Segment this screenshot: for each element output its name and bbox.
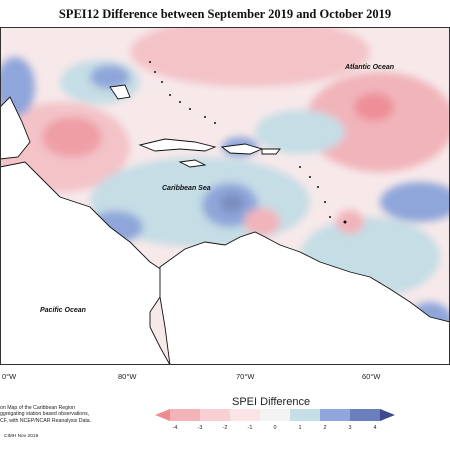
land-masses (0, 84, 450, 365)
pacific-ocean-label: Pacific Ocean (40, 307, 86, 314)
legend-swatch (155, 409, 170, 421)
legend-swatch (230, 409, 261, 421)
legend-title: SPEI Difference (232, 396, 311, 408)
legend-tick-label: -3 (197, 425, 203, 431)
legend-tick-label: -4 (172, 425, 178, 431)
spei-map (0, 27, 450, 365)
atlantic-ocean-label: Atlantic Ocean (345, 64, 395, 71)
longitude-label-left: 0°W (2, 372, 17, 381)
legend-colorbar (155, 409, 395, 421)
spei-field (0, 27, 450, 352)
legend-tick-label: -1 (247, 425, 253, 431)
legend-tick-label: 1 (298, 425, 302, 431)
map-title: SPEI12 Difference between September 2019… (58, 7, 392, 21)
legend-tick-label: 0 (273, 425, 277, 431)
legend-swatch (350, 409, 381, 421)
legend-tick-label: -2 (222, 425, 228, 431)
legend-swatch (170, 409, 201, 421)
longitude-label-70w: 70°W (236, 372, 255, 381)
island-dots (149, 61, 347, 224)
legend-tick-label: 4 (373, 425, 377, 431)
caption-line: CF, with NCEP/NCAR Reanalysis Data. (0, 417, 92, 424)
map-caption: on Map of the Caribbean Region ggregatin… (0, 405, 150, 424)
legend-swatch (320, 409, 351, 421)
caribbean-sea-label: Caribbean Sea (162, 185, 211, 192)
caption-line: ggregating station based observations, (0, 411, 90, 418)
legend-swatch (380, 409, 395, 421)
legend-swatch (200, 409, 231, 421)
legend-tick-label: 3 (348, 425, 352, 431)
longitude-label-60w: 60°W (362, 372, 381, 381)
credit-text: CIMH Nov 2019 (4, 434, 39, 439)
legend-tick-label: 2 (323, 425, 327, 431)
caption-line: on Map of the Caribbean Region (0, 405, 75, 411)
legend-swatch (290, 409, 321, 421)
longitude-label-80w: 80°W (118, 372, 137, 381)
legend-swatch (260, 409, 291, 421)
